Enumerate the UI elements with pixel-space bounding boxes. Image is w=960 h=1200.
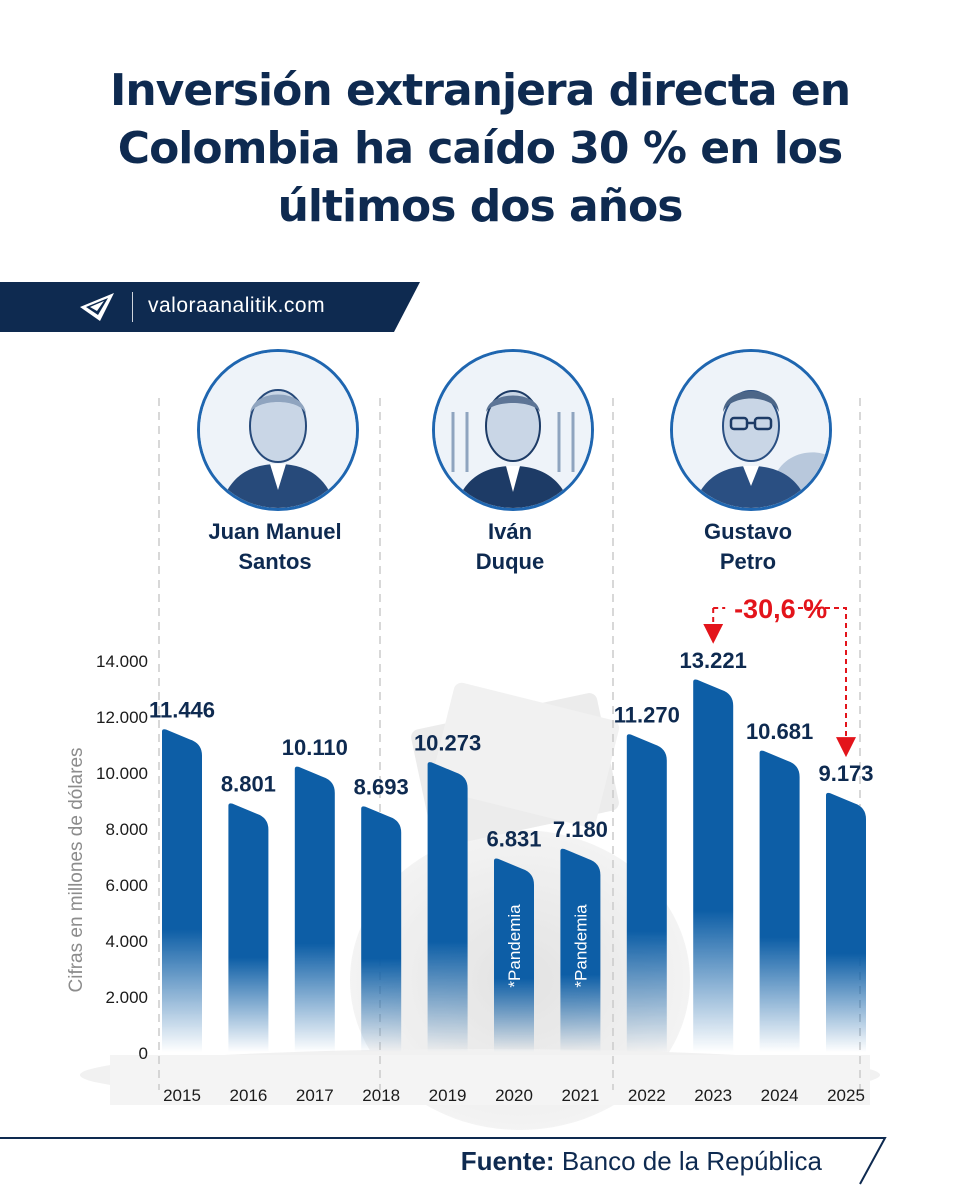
y-axis: 0 2.000 4.000 6.000 8.000 10.000 12.000 14.000 xyxy=(96,652,148,1063)
value-label-2023: 13.221 xyxy=(680,648,747,673)
brand-divider xyxy=(132,292,133,322)
portrait-petro-icon xyxy=(673,352,829,508)
portrait-duque-icon xyxy=(435,352,591,508)
brand-band: valoraanalitik.com xyxy=(0,282,420,332)
name-line: Santos xyxy=(238,549,312,574)
money-bag-illustration xyxy=(80,682,880,1130)
y-tick-label: 10.000 xyxy=(96,764,148,783)
portrait-duque xyxy=(432,349,594,511)
bar-2017 xyxy=(294,766,335,1052)
y-tick-label: 8.000 xyxy=(105,820,148,839)
bar-2021 xyxy=(560,848,601,1052)
x-tick-2015: 2015 xyxy=(163,1086,201,1105)
value-label-2020: 6.831 xyxy=(486,827,541,852)
brand-website[interactable]: valoraanalitik.com xyxy=(148,294,326,317)
brand-band-background xyxy=(0,282,420,332)
president-name-petro: Gustavo Petro xyxy=(638,517,858,577)
pandemic-note-2021: *Pandemia xyxy=(571,904,590,988)
portrait-santos-icon xyxy=(200,352,356,508)
x-tick-2020: 2020 xyxy=(495,1086,533,1105)
bar-2022 xyxy=(626,734,667,1052)
y-tick-label: 4.000 xyxy=(105,932,148,951)
bar-2024 xyxy=(759,750,800,1052)
page-title: Inversión extranjera directa en Colombia… xyxy=(80,62,880,236)
name-line: Gustavo xyxy=(703,519,793,544)
x-tick-2023: 2023 xyxy=(694,1086,732,1105)
x-axis: 2015 2016 2017 2018 2019 2020 2021 2022 2023 2024… xyxy=(163,1086,865,1105)
y-tick-label: 14.000 xyxy=(96,652,148,671)
title-line: Inversión extranjera directa en xyxy=(109,65,851,116)
bar-2023 xyxy=(693,679,734,1052)
bar-2018 xyxy=(361,806,402,1052)
source-note: Fuente: Banco de la República xyxy=(461,1146,822,1177)
value-label-2019: 10.273 xyxy=(414,730,481,755)
pandemic-note-2020: *Pandemia xyxy=(505,904,524,988)
source-label: Fuente: xyxy=(460,1146,555,1176)
x-tick-2019: 2019 xyxy=(429,1086,467,1105)
valora-logo-icon xyxy=(80,293,114,321)
x-tick-2024: 2024 xyxy=(761,1086,799,1105)
president-name-duque: Iván Duque xyxy=(400,517,620,577)
bar-2019 xyxy=(427,762,468,1052)
x-tick-2022: 2022 xyxy=(628,1086,666,1105)
value-label-2015: 11.446 xyxy=(149,698,215,723)
value-label-2022: 11.270 xyxy=(614,702,680,727)
x-tick-2025: 2025 xyxy=(827,1086,865,1105)
bar-2025 xyxy=(826,792,866,1052)
portrait-petro xyxy=(670,349,832,511)
president-name-santos: Juan Manuel Santos xyxy=(165,517,385,577)
title-line: Colombia ha caído 30 % en los xyxy=(117,123,843,174)
comparison-arrow-to xyxy=(798,607,856,758)
comparison-annotation: -30,6 % xyxy=(703,594,856,758)
footer-band xyxy=(0,1137,887,1185)
bar-2020 xyxy=(494,858,534,1052)
bar-2016 xyxy=(228,803,269,1052)
value-label-2024: 10.681 xyxy=(746,719,813,744)
title-line: últimos dos años xyxy=(277,181,684,232)
y-tick-label: 0 xyxy=(139,1044,148,1063)
x-tick-2021: 2021 xyxy=(561,1086,599,1105)
y-axis-label: Cifras en millones de dólares xyxy=(66,747,87,992)
bar-2015 xyxy=(162,729,202,1052)
value-label-2017: 10.110 xyxy=(282,735,348,760)
value-label-2021: 7.180 xyxy=(553,817,608,842)
x-tick-2018: 2018 xyxy=(362,1086,400,1105)
value-label-2016: 8.801 xyxy=(221,772,276,797)
bars xyxy=(162,679,866,1052)
annotations: *Pandemia *Pandemia xyxy=(505,904,590,988)
name-line: Petro xyxy=(719,549,777,574)
name-line: Juan Manuel xyxy=(208,519,342,544)
name-line: Iván xyxy=(487,519,533,544)
x-tick-2017: 2017 xyxy=(296,1086,334,1105)
portrait-santos xyxy=(197,349,359,511)
y-tick-label: 12.000 xyxy=(96,708,148,727)
value-label-2025: 9.173 xyxy=(818,761,873,786)
y-tick-label: 2.000 xyxy=(105,988,148,1007)
y-tick-label: 6.000 xyxy=(105,876,148,895)
x-tick-2016: 2016 xyxy=(229,1086,267,1105)
value-label-2018: 8.693 xyxy=(354,775,409,800)
comparison-label: -30,6 % xyxy=(734,594,827,624)
source-name: Banco de la República xyxy=(561,1146,822,1176)
name-line: Duque xyxy=(475,549,545,574)
